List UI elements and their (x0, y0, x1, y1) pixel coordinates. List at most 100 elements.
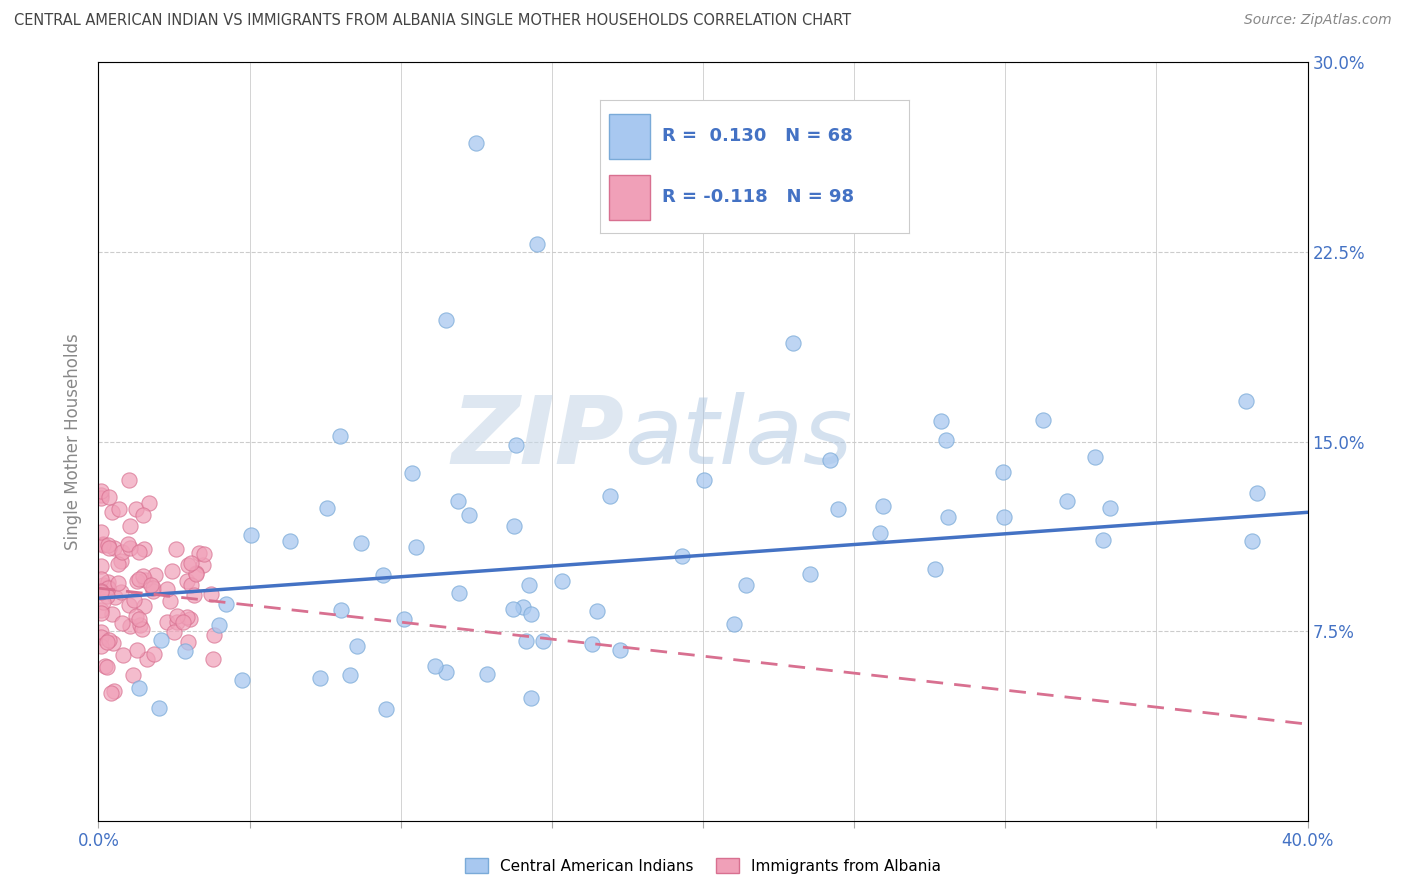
Point (519, 691, 541, 706)
Point (475, 667, 498, 681)
Point (869, 525, 891, 540)
Point (405, 540, 427, 554)
Point (141, 577, 163, 591)
Point (993, 465, 1015, 479)
Point (118, 598, 141, 612)
Point (465, 136, 488, 151)
Point (97, 541, 120, 555)
Point (936, 510, 959, 524)
Point (609, 643, 631, 657)
Point (177, 558, 200, 573)
Point (107, 575, 129, 590)
Point (1234, 393, 1257, 408)
Point (202, 652, 225, 666)
Text: CENTRAL AMERICAN INDIAN VS IMMIGRANTS FROM ALBANIA SINGLE MOTHER HOUSEHOLDS CORR: CENTRAL AMERICAN INDIAN VS IMMIGRANTS FR… (14, 13, 851, 29)
Point (186, 566, 208, 581)
Point (90, 639, 112, 653)
Point (531, 634, 554, 648)
Point (1240, 533, 1263, 548)
Point (1091, 533, 1114, 548)
Point (394, 612, 416, 626)
Point (515, 633, 537, 648)
Point (166, 609, 188, 624)
Point (1032, 412, 1054, 426)
Point (94, 659, 117, 673)
Point (200, 587, 222, 601)
Point (820, 453, 842, 467)
Point (90, 559, 112, 574)
Point (329, 429, 352, 443)
Point (117, 537, 139, 551)
Point (502, 602, 524, 616)
Point (97, 574, 120, 589)
Point (118, 619, 141, 633)
Point (111, 616, 134, 631)
Point (90, 583, 112, 598)
Point (132, 508, 155, 522)
Point (125, 643, 148, 657)
Point (138, 496, 160, 510)
Point (156, 582, 179, 596)
Point (599, 489, 621, 503)
Point (1246, 486, 1268, 500)
Point (339, 668, 361, 682)
Point (929, 414, 952, 428)
Point (108, 502, 131, 516)
Point (125, 501, 148, 516)
Point (128, 572, 150, 586)
Point (231, 673, 253, 687)
Point (91, 537, 114, 551)
Point (117, 473, 139, 487)
Point (935, 434, 957, 448)
Point (374, 702, 396, 716)
Point (90, 583, 112, 598)
Point (172, 615, 194, 630)
Point (520, 607, 543, 621)
Point (101, 505, 124, 519)
Text: ZIP: ZIP (451, 392, 624, 483)
Point (103, 541, 125, 555)
Point (180, 556, 202, 570)
Point (215, 597, 238, 611)
Point (993, 510, 1015, 524)
Point (176, 574, 198, 588)
Y-axis label: Single Mother Households: Single Mother Households (65, 334, 83, 549)
Point (585, 604, 607, 618)
Point (671, 549, 693, 564)
Point (131, 569, 153, 583)
Point (502, 519, 524, 533)
Point (91, 578, 114, 592)
Point (98, 490, 121, 504)
Point (401, 466, 423, 480)
Point (159, 593, 181, 607)
Point (134, 573, 156, 587)
Point (782, 336, 804, 351)
Point (90, 625, 112, 640)
Point (110, 554, 132, 568)
Point (97, 538, 120, 552)
Point (90, 491, 112, 505)
Point (512, 600, 534, 615)
Point (693, 473, 716, 487)
Point (188, 546, 211, 560)
Point (100, 607, 122, 621)
Point (315, 500, 337, 515)
Point (550, 574, 572, 589)
Point (132, 542, 155, 557)
Point (90, 483, 112, 498)
Point (96, 660, 118, 674)
Point (434, 665, 457, 679)
Point (239, 527, 262, 541)
Point (180, 578, 202, 592)
Point (100, 686, 122, 700)
Point (1056, 493, 1078, 508)
Text: Source: ZipAtlas.com: Source: ZipAtlas.com (1244, 13, 1392, 28)
Point (193, 547, 215, 561)
Point (96, 589, 118, 603)
Point (176, 610, 198, 624)
Point (98, 632, 121, 647)
Text: atlas: atlas (624, 392, 852, 483)
Point (110, 545, 132, 559)
Point (447, 493, 470, 508)
Point (371, 568, 394, 582)
